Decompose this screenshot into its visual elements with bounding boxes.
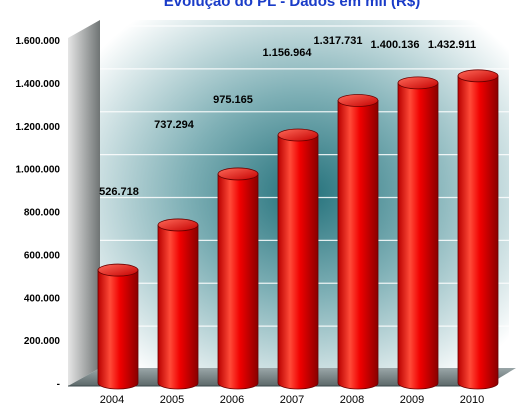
- bar-body: [157, 224, 199, 390]
- x-tick-label: 2007: [280, 394, 304, 405]
- data-label: 737.294: [154, 119, 195, 131]
- y-tick-label: 400.000: [24, 293, 61, 304]
- bar-cap: [277, 128, 319, 142]
- bar: [97, 263, 139, 390]
- x-tick-label: 2008: [340, 394, 364, 405]
- data-label: 1.400.136: [371, 39, 420, 51]
- x-tick-label: 2010: [460, 394, 484, 405]
- bar-body: [337, 100, 379, 390]
- y-tick-label: 200.000: [24, 336, 61, 347]
- bar-cap: [397, 76, 439, 90]
- x-tick-label: 2009: [400, 394, 424, 405]
- data-label: 975.165: [213, 94, 253, 106]
- bar: [277, 128, 319, 390]
- chart-title: Evolução do PL - Dados em mil (R$): [164, 0, 420, 10]
- y-tick-label: -: [57, 379, 60, 390]
- x-axis: 2004 2005 2006 2007 2008 2009 2010: [100, 394, 484, 405]
- bar-body: [97, 269, 139, 390]
- bar: [157, 218, 199, 390]
- bar-body: [457, 75, 499, 390]
- bar-body: [277, 134, 319, 390]
- bar-cap: [157, 218, 199, 232]
- x-tick-label: 2005: [160, 394, 184, 405]
- bar-body: [397, 82, 439, 390]
- bar: [457, 69, 499, 390]
- side-wall: [68, 20, 100, 386]
- bars: [97, 69, 499, 390]
- bar: [217, 167, 259, 390]
- data-label: 1.156.964: [263, 47, 313, 59]
- bar-body: [217, 173, 259, 390]
- bar-cap: [217, 167, 259, 181]
- data-label: 1.432.911: [428, 39, 476, 51]
- x-tick-label: 2006: [220, 394, 244, 405]
- bar-cap: [457, 69, 499, 83]
- data-label: 1.317.731: [314, 35, 363, 47]
- y-tick-label: 1.600.000: [16, 36, 61, 47]
- data-label: 526.718: [99, 186, 139, 198]
- bar-cap: [97, 263, 139, 277]
- bar: [337, 94, 379, 390]
- y-axis: - 200.000 400.000 600.000 800.000 1.000.000 1.…: [16, 36, 61, 390]
- y-tick-label: 800.000: [24, 208, 61, 219]
- x-tick-label: 2004: [100, 394, 124, 405]
- bar: [397, 76, 439, 390]
- y-tick-label: 1.000.000: [16, 165, 61, 176]
- bar-cap: [337, 94, 379, 107]
- y-tick-label: 1.400.000: [16, 79, 61, 90]
- y-tick-label: 600.000: [24, 250, 61, 261]
- y-tick-label: 1.200.000: [16, 122, 61, 133]
